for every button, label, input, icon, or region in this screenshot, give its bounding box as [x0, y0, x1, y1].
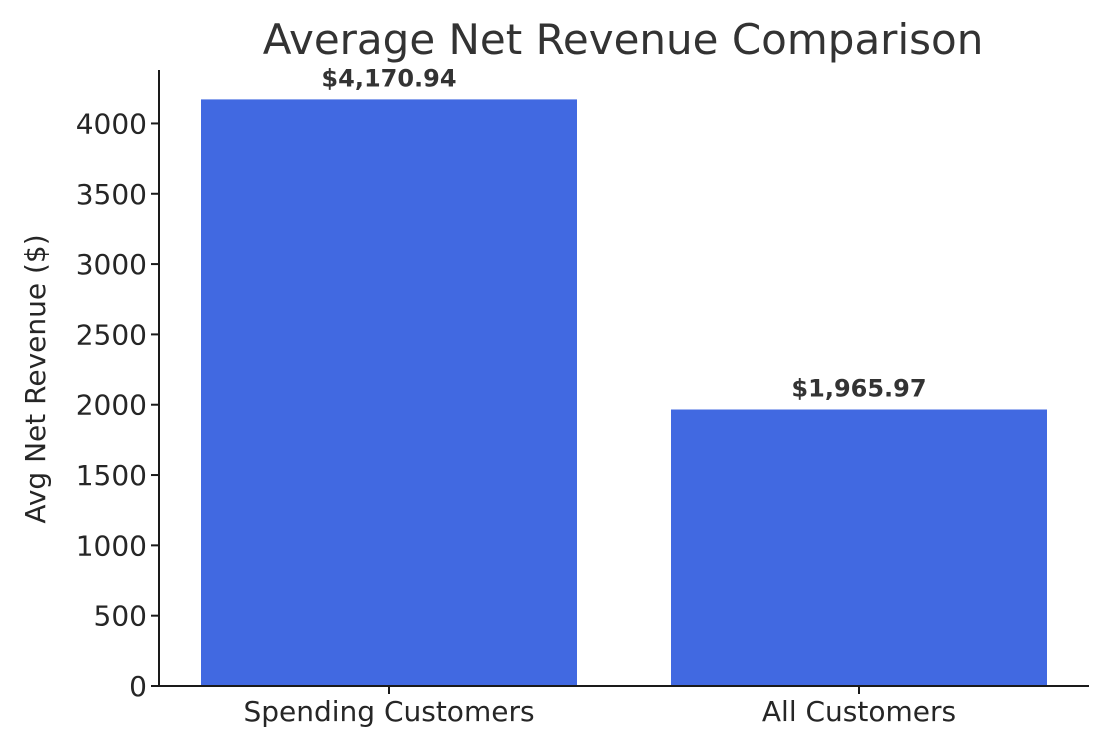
bar-value-label: $1,965.97 [791, 375, 926, 403]
y-tick-label: 1500 [76, 459, 147, 492]
y-tick-label: 0 [129, 670, 147, 703]
chart-title: Average Net Revenue Comparison [263, 15, 984, 64]
x-tick-label: All Customers [762, 695, 956, 728]
bar-value-label: $4,170.94 [321, 64, 456, 92]
y-tick-label: 500 [94, 600, 147, 633]
bar [201, 99, 577, 687]
y-tick-label: 1000 [76, 529, 147, 562]
y-tick-label: 2500 [76, 318, 147, 351]
y-tick-label: 2000 [76, 389, 147, 422]
x-tick-label: Spending Customers [243, 695, 534, 728]
bar [671, 409, 1047, 686]
y-tick-label: 3000 [76, 248, 147, 281]
plot-area: 0 500 1000 1500 2000 2500 3000 3500 4000 Spending… [76, 64, 1047, 728]
y-axis-label: Avg Net Revenue ($) [19, 234, 52, 523]
y-tick-label: 4000 [76, 107, 147, 140]
y-tick-label: 3500 [76, 178, 147, 211]
